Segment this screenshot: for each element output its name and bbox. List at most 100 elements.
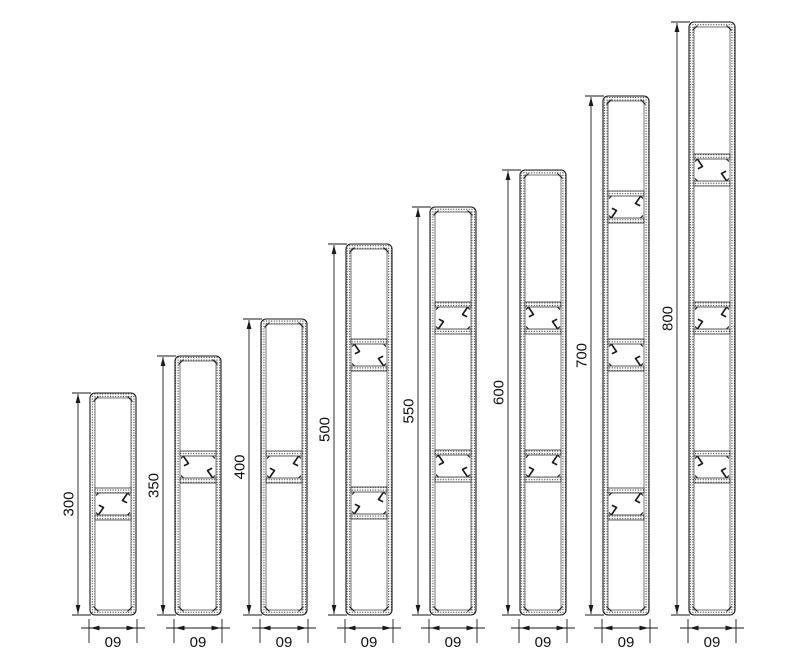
divider-corner-hatch: [525, 474, 529, 478]
profile-inner-cavity: [434, 211, 472, 611]
divider-corner-hatch: [608, 215, 612, 219]
corner-hatch: [349, 247, 355, 253]
divider-bottom-bar: [350, 513, 388, 520]
divider-hook: [634, 355, 641, 366]
width-dimension: 09: [252, 619, 316, 651]
divider-corner-hatch: [351, 491, 355, 495]
divider-hook: [206, 467, 213, 478]
profile-inner-cavity: [350, 248, 388, 611]
divider-section: [350, 338, 388, 372]
corner-hatch: [298, 322, 304, 328]
divider-top-bar: [693, 301, 731, 308]
divider-corner-hatch: [726, 158, 730, 162]
divider-section: [434, 301, 472, 335]
divider-hook: [551, 455, 558, 466]
height-dimension-350: 350: [145, 355, 176, 616]
divider-corner-hatch: [694, 178, 698, 182]
divider-hook: [377, 492, 384, 503]
divider-hook: [528, 466, 535, 477]
divider-bottom-bar: [524, 328, 562, 335]
divider-bottom-bar: [434, 328, 472, 335]
divider-hook: [438, 455, 445, 466]
divider-corner-hatch: [383, 491, 387, 495]
divider-top-bar: [94, 487, 132, 494]
height-label: 800: [659, 306, 676, 331]
height-label: 350: [145, 473, 162, 498]
height-label: 700: [573, 343, 590, 368]
corner-hatch: [93, 606, 99, 612]
divider-section: [524, 449, 562, 483]
arrowhead-up-icon: [588, 97, 594, 106]
divider-corner-hatch: [298, 475, 302, 479]
corner-hatch: [178, 359, 184, 365]
arrowhead-left-icon: [346, 625, 356, 631]
corner-hatch: [212, 359, 218, 365]
corner-hatch: [383, 606, 389, 612]
divider-corner-hatch: [467, 454, 471, 458]
width-dimension: 09: [680, 619, 744, 651]
arrowhead-right-icon: [297, 625, 307, 631]
width-dimension: 09: [594, 619, 658, 651]
corner-hatch: [640, 99, 646, 105]
arrowhead-right-icon: [639, 625, 649, 631]
arrowhead-down-icon: [75, 605, 81, 614]
arrowhead-left-icon: [430, 625, 440, 631]
divider-bottom-bar: [607, 514, 645, 521]
profile-inner-cavity: [265, 323, 303, 611]
corner-hatch: [692, 606, 698, 612]
divider-corner-hatch: [640, 343, 644, 347]
divider-section: [607, 190, 645, 224]
divider-corner-hatch: [726, 178, 730, 182]
corner-hatch: [264, 322, 270, 328]
divider-top-bar: [607, 190, 645, 197]
divider-corner-hatch: [557, 306, 561, 310]
divider-hook: [354, 503, 361, 514]
corner-hatch: [433, 210, 439, 216]
divider-hook: [720, 307, 727, 318]
profile-inner-cavity: [524, 174, 562, 611]
divider-top-bar: [693, 153, 731, 160]
corner-hatch: [127, 396, 133, 402]
divider-section: [350, 486, 388, 520]
divider-corner-hatch: [383, 511, 387, 515]
profile-inner-cavity: [693, 26, 731, 611]
arrowhead-up-icon: [160, 357, 166, 366]
divider-corner-hatch: [640, 195, 644, 199]
divider-hook: [121, 493, 128, 504]
divider-corner-hatch: [608, 512, 612, 516]
profile-600: [519, 169, 567, 616]
width-label: 09: [704, 634, 721, 651]
corner-hatch: [467, 606, 473, 612]
arrowhead-right-icon: [725, 625, 735, 631]
arrowhead-right-icon: [466, 625, 476, 631]
arrowhead-left-icon: [175, 625, 185, 631]
divider-top-bar: [265, 450, 303, 457]
corner-hatch: [178, 606, 184, 612]
arrowhead-up-icon: [505, 171, 511, 180]
divider-corner-hatch: [726, 455, 730, 459]
width-label: 09: [105, 634, 122, 651]
divider-section: [607, 487, 645, 521]
corner-hatch: [383, 247, 389, 253]
divider-corner-hatch: [212, 475, 216, 479]
height-dimension-500: 500: [316, 243, 347, 616]
arrowhead-down-icon: [588, 605, 594, 614]
height-dimension-600: 600: [490, 169, 521, 616]
height-label: 550: [400, 398, 417, 423]
arrowhead-up-icon: [674, 23, 680, 32]
divider-corner-hatch: [608, 343, 612, 347]
divider-section: [179, 450, 217, 484]
corner-hatch: [640, 606, 646, 612]
divider-hook: [634, 196, 641, 207]
divider-hook: [697, 159, 704, 170]
divider-bottom-bar: [94, 514, 132, 521]
divider-hook: [377, 355, 384, 366]
arrowhead-down-icon: [331, 605, 337, 614]
divider-hook: [720, 170, 727, 181]
divider-section: [607, 338, 645, 372]
arrowhead-up-icon: [75, 394, 81, 403]
width-dimension: 09: [166, 619, 230, 651]
divider-corner-hatch: [435, 326, 439, 330]
